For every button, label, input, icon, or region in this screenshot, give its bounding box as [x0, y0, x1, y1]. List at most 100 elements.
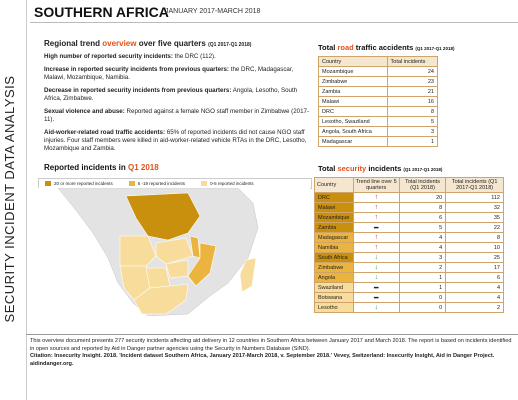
road-total: 16: [386, 96, 439, 107]
sec-q1: 20: [398, 192, 447, 203]
road-col-total: Total incidents: [386, 56, 439, 67]
sec-total: 4: [445, 292, 504, 303]
security-row: Zimbabwe ↓ 2 17: [314, 262, 504, 273]
sec-total: 6: [445, 272, 504, 283]
southern-africa-map: [38, 188, 310, 316]
road-total: 1: [386, 136, 439, 147]
road-country: Angola, South Africa: [318, 126, 388, 137]
sec-total: 22: [445, 222, 504, 233]
security-row: Lesotho ↓ 0 2: [314, 302, 504, 313]
road-col-country: Country: [318, 56, 388, 67]
trend-arrow-icon: ━: [352, 292, 400, 303]
security-row: Mozambique ↑ 6 35: [314, 212, 504, 223]
sec-q1: 6: [398, 212, 447, 223]
legend-low: 0-5 reported incidents: [201, 181, 254, 186]
security-table-title: Total security incidents (Q1 2017-Q1 201…: [318, 164, 443, 173]
sec-q1: 1: [398, 272, 447, 283]
map-region-botswana: [145, 267, 171, 289]
sec-total: 8: [445, 232, 504, 243]
legend-high: 20 or more reported incidents: [45, 181, 113, 186]
sec-total: 112: [445, 192, 504, 203]
trend-arrow-icon: ↓: [352, 252, 400, 263]
map-region-drc: [125, 192, 201, 241]
sec-total: 17: [445, 262, 504, 273]
sec-total: 10: [445, 242, 504, 253]
trend-arrow-icon: ↑: [352, 242, 400, 253]
security-row: Swaziland ━ 1 4: [314, 282, 504, 293]
page-title: SOUTHERN AFRICA: [34, 4, 169, 20]
road-country: Zambia: [318, 86, 388, 97]
security-row: Angola ↓ 1 6: [314, 272, 504, 283]
sec-country: Zimbabwe: [314, 262, 354, 273]
sec-country: South Africa: [314, 252, 354, 263]
security-row: Malawi ↑ 8 32: [314, 202, 504, 213]
sec-col-trend: Trend line over 5 quarters: [352, 177, 400, 193]
trend-high: High number of reported security inciden…: [44, 53, 216, 60]
road-total: 23: [386, 76, 439, 87]
road-country: DRC: [318, 106, 388, 117]
trend-sexual-violence: Sexual violence and abuse: Reported agai…: [44, 108, 310, 123]
sec-country: DRC: [314, 192, 354, 203]
sec-country: Swaziland: [314, 282, 354, 293]
trend-arrow-icon: ↑: [352, 202, 400, 213]
security-row: Madagascar ↑ 4 8: [314, 232, 504, 243]
road-accidents-table: Country Total incidents Mozambique 24 Zimba…: [318, 56, 439, 147]
side-band: [0, 0, 27, 400]
trend-arrow-icon: ↓: [352, 262, 400, 273]
sec-total: 4: [445, 282, 504, 293]
sec-q1: 0: [398, 292, 447, 303]
sec-country: Madagascar: [314, 232, 354, 243]
footer-citation: Citation: Insecurity Insight. 2018. 'Inc…: [30, 353, 495, 367]
page-header: SOUTHERN AFRICA JANUARY 2017-MARCH 2018: [30, 0, 518, 23]
sec-q1: 4: [398, 232, 447, 243]
trend-decrease: Decrease in reported security incidents …: [44, 87, 298, 102]
road-country: Madagascar: [318, 136, 388, 147]
sec-total: 32: [445, 202, 504, 213]
footer: This overview document presents 277 secu…: [26, 334, 518, 400]
sec-total: 25: [445, 252, 504, 263]
trend-arrow-icon: ↑: [352, 232, 400, 243]
road-row: Malawi 16: [318, 96, 439, 107]
sec-q1: 4: [398, 242, 447, 253]
sec-q1: 8: [398, 202, 447, 213]
security-row: Namibia ↑ 4 10: [314, 242, 504, 253]
trend-arrow-icon: ↑: [352, 212, 400, 223]
sec-q1: 5: [398, 222, 447, 233]
road-row: Zimbabwe 23: [318, 76, 439, 87]
road-country: Lesotho, Swaziland: [318, 116, 388, 127]
road-country: Malawi: [318, 96, 388, 107]
map-region-south-africa: [133, 283, 189, 315]
security-incidents-table: Country Trend line over 5 quarters Total…: [314, 177, 504, 313]
sec-country: Angola: [314, 272, 354, 283]
road-row: Madagascar 1: [318, 136, 439, 147]
road-total: 8: [386, 106, 439, 117]
page-period: JANUARY 2017-MARCH 2018: [165, 8, 261, 15]
sec-q1: 1: [398, 282, 447, 293]
sec-country: Botswana: [314, 292, 354, 303]
sec-total: 2: [445, 302, 504, 313]
road-total: 5: [386, 116, 439, 127]
sec-total: 35: [445, 212, 504, 223]
road-total: 24: [386, 66, 439, 77]
sec-col-q1: Total incidents (Q1 2018): [398, 177, 447, 193]
security-row: Zambia ━ 5 22: [314, 222, 504, 233]
road-row: Lesotho, Swaziland 5: [318, 116, 439, 127]
road-row: Angola, South Africa 3: [318, 126, 439, 137]
sec-q1: 2: [398, 262, 447, 273]
sec-col-country: Country: [314, 177, 354, 193]
map-region-mozambique: [187, 242, 217, 287]
road-country: Zimbabwe: [318, 76, 388, 87]
road-row: Zambia 21: [318, 86, 439, 97]
trend-heading: Regional trend overview over five quarte…: [44, 39, 252, 49]
security-row: Botswana ━ 0 4: [314, 292, 504, 303]
map-region-zimbabwe: [165, 259, 189, 279]
trend-road-accidents: Aid-worker-related road traffic accident…: [44, 129, 307, 152]
sec-q1: 3: [398, 252, 447, 263]
trend-arrow-icon: ↓: [352, 272, 400, 283]
road-total: 21: [386, 86, 439, 97]
sec-q1: 0: [398, 302, 447, 313]
sec-country: Malawi: [314, 202, 354, 213]
trend-arrow-icon: ↓: [352, 302, 400, 313]
road-total: 3: [386, 126, 439, 137]
map-region-madagascar: [239, 257, 257, 293]
